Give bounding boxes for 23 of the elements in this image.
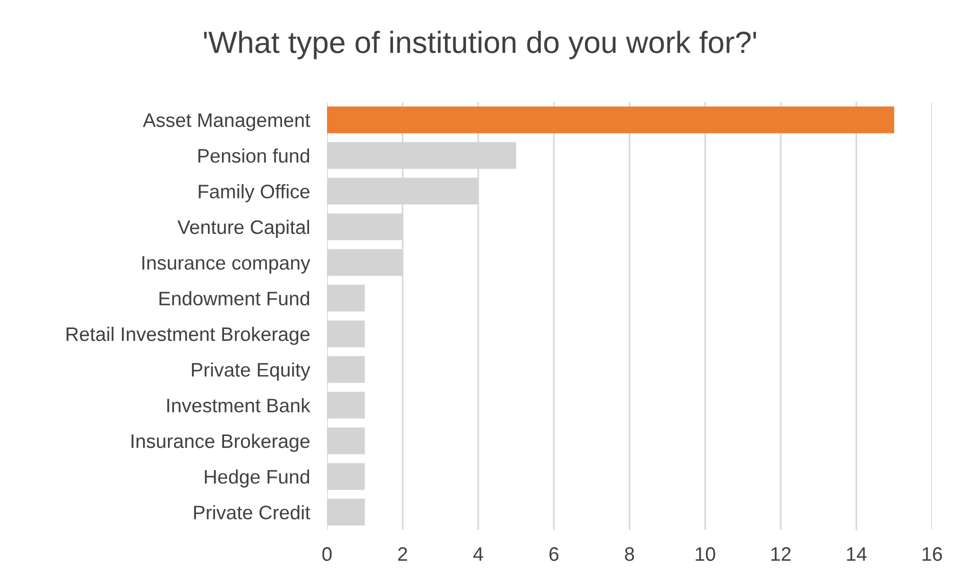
y-tick-label: Insurance Brokerage <box>132 434 310 452</box>
y-tick-label: Private Credit <box>194 505 310 520</box>
x-tick-label: 2 <box>398 547 408 561</box>
x-tick-label: 10 <box>696 547 716 561</box>
bar <box>327 106 894 134</box>
y-tick-label: Endowment Fund <box>160 291 310 306</box>
y-tick-label: Pension fund <box>198 148 310 163</box>
y-tick-label: Retail Investment Brokerage <box>66 326 310 345</box>
x-tick-label: 8 <box>624 547 634 561</box>
x-tick-label: 14 <box>847 547 867 561</box>
y-tick-label: Insurance company <box>142 256 310 274</box>
x-tick-label: 0 <box>322 547 332 561</box>
x-tick-label: 4 <box>473 547 484 561</box>
x-tick-label: 12 <box>771 547 791 561</box>
y-tick-label: Asset Management <box>142 114 310 131</box>
y-tick-label: Private Equity <box>192 362 310 381</box>
y-tick-label: Family Office <box>198 184 310 202</box>
x-tick-label: 16 <box>922 547 942 561</box>
chart-title: 'What type of institution do you work for?' <box>204 30 756 60</box>
y-tick-label: Venture Capital <box>177 220 310 238</box>
y-tick-label: Investment Bank <box>167 398 310 412</box>
x-tick-label: 6 <box>549 547 558 561</box>
y-tick-label: Hedge Fund <box>204 469 310 488</box>
